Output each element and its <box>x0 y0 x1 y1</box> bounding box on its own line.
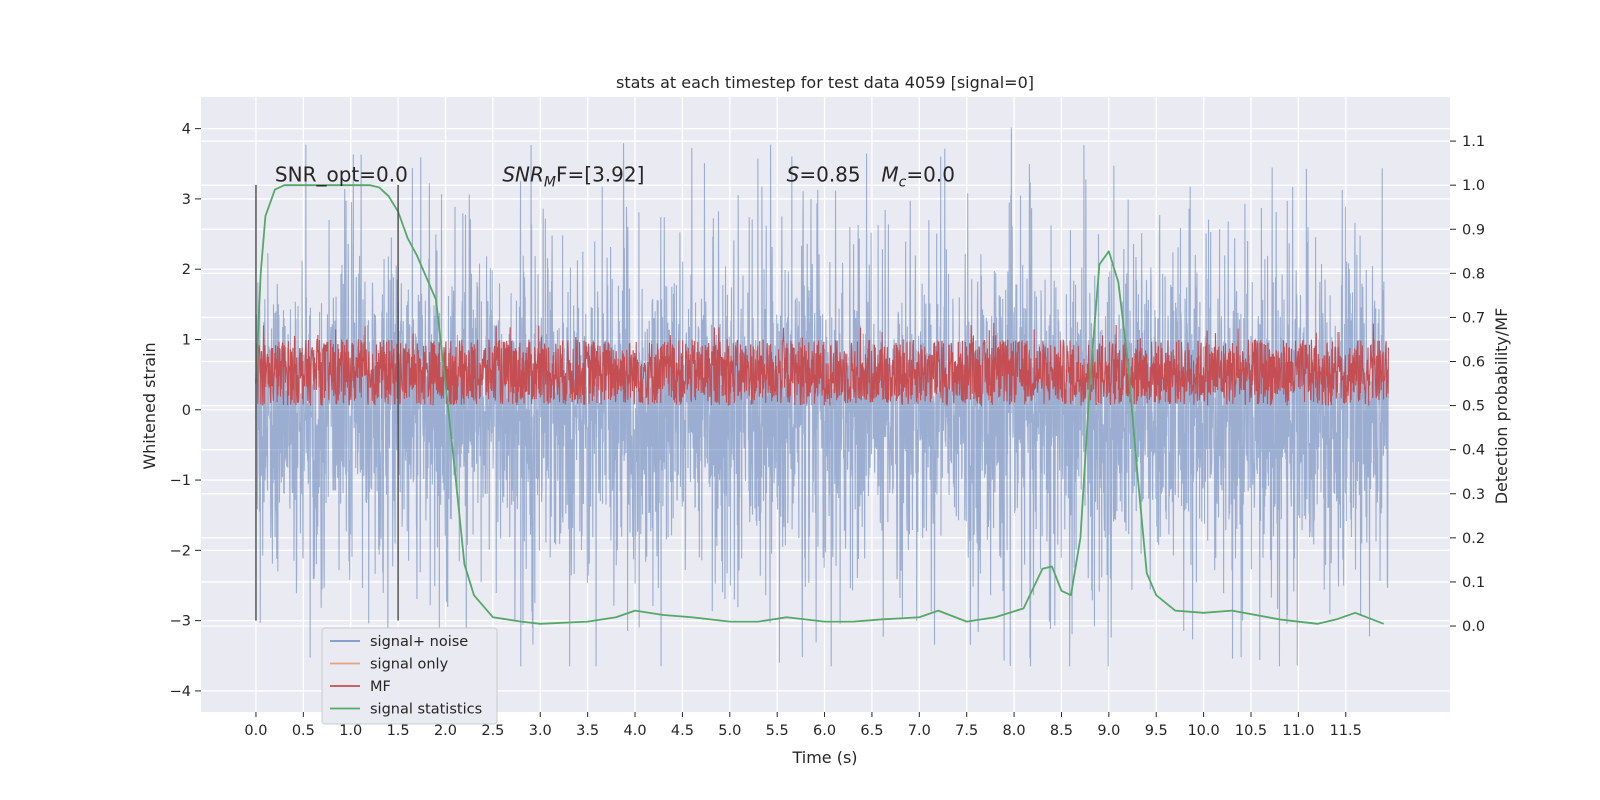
legend-entry: MF <box>370 679 391 695</box>
series-layer <box>255 127 1389 667</box>
chart-title: stats at each timestep for test data 405… <box>616 73 1034 92</box>
legend: signal+ noise signal only MF signal statist… <box>321 627 498 725</box>
y2-tick-label: 1.1 <box>1462 134 1485 150</box>
y2-tick-label: 0.3 <box>1462 487 1485 503</box>
x-tick-label: 2.0 <box>434 723 457 739</box>
y-axis-label: Whitened strain <box>140 342 159 469</box>
y-tick-label: 3 <box>182 192 191 208</box>
x-tick-label: 3.0 <box>529 723 552 739</box>
y-tick-label: −3 <box>170 614 191 630</box>
x-tick-label: 2.5 <box>481 723 504 739</box>
x-tick-label: 9.5 <box>1145 723 1168 739</box>
annotation-0: SNR_opt=0.0 <box>275 162 408 186</box>
x-tick-label: 0.0 <box>244 723 267 739</box>
legend-entry: signal statistics <box>370 702 482 718</box>
y-tick-label: −4 <box>170 684 191 700</box>
x-tick-label: 1.5 <box>387 723 410 739</box>
y2-tick-label: 0.6 <box>1462 355 1485 371</box>
y2-tick-label: 0.0 <box>1462 619 1485 635</box>
y2-axis-label: Detection probability/MF <box>1492 308 1511 505</box>
x-tick-label: 3.5 <box>576 723 599 739</box>
y-tick-label: 4 <box>182 122 191 138</box>
x-tick-label: 10.0 <box>1187 723 1219 739</box>
x-tick-label: 4.0 <box>623 723 646 739</box>
legend-entry: signal only <box>370 657 449 673</box>
x-tick-label: 4.5 <box>671 723 694 739</box>
x-tick-label: 11.5 <box>1330 723 1362 739</box>
annotation-3: Mc=0.0 <box>881 162 955 190</box>
y2-tick-label: 0.1 <box>1462 575 1485 591</box>
y-tick-label: −2 <box>170 543 191 559</box>
ticks: 0.0 0.5 1.0 1.5 2.0 2.5 3.0 3.5 4.0 4.5 5.0 5.5 6.0 6… <box>170 122 1485 739</box>
y2-tick-label: 0.7 <box>1462 310 1485 326</box>
x-tick-label: 8.5 <box>1050 723 1073 739</box>
y2-tick-label: 0.4 <box>1462 443 1485 459</box>
annotations: SNR_opt=0.0 SNRMF=[3.92] S=0.85 Mc=0.0 <box>275 162 955 190</box>
y2-tick-label: 0.8 <box>1462 266 1485 282</box>
x-tick-label: 0.5 <box>292 723 315 739</box>
series-signal-statistics <box>255 184 1384 625</box>
x-axis-label: Time (s) <box>791 748 857 767</box>
y-tick-label: 0 <box>182 403 191 419</box>
y-tick-label: −1 <box>170 473 191 489</box>
x-tick-label: 11.0 <box>1282 723 1314 739</box>
legend-box <box>321 627 498 725</box>
legend-entry: signal+ noise <box>370 634 468 650</box>
x-tick-label: 10.5 <box>1235 723 1267 739</box>
x-tick-label: 8.0 <box>1003 723 1026 739</box>
x-tick-label: 6.0 <box>813 723 836 739</box>
x-tick-label: 9.0 <box>1097 723 1120 739</box>
annotation-1: SNRMF=[3.92] <box>502 162 644 190</box>
x-tick-label: 7.0 <box>908 723 931 739</box>
x-tick-label: 5.5 <box>766 723 789 739</box>
x-tick-label: 6.5 <box>860 723 883 739</box>
series-mf <box>255 323 1389 408</box>
y-tick-label: 1 <box>182 332 191 348</box>
y2-tick-label: 0.9 <box>1462 222 1485 238</box>
y2-tick-label: 0.2 <box>1462 531 1485 547</box>
x-tick-label: 1.0 <box>339 723 362 739</box>
x-tick-label: 7.5 <box>955 723 978 739</box>
vertical-lines <box>255 184 399 621</box>
y2-tick-label: 0.5 <box>1462 399 1485 415</box>
annotation-2: S=0.85 <box>787 162 861 186</box>
y2-tick-label: 1.0 <box>1462 178 1485 194</box>
x-tick-label: 5.0 <box>718 723 741 739</box>
y-tick-label: 2 <box>182 262 191 278</box>
